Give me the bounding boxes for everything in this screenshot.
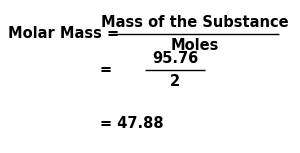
Text: 95.76: 95.76 [152,51,198,66]
Text: = 47.88: = 47.88 [100,116,164,131]
Text: Mass of the Substance: Mass of the Substance [101,15,289,30]
Text: Moles: Moles [171,38,219,53]
Text: Molar Mass =: Molar Mass = [8,26,124,41]
Text: =: = [100,62,117,78]
Text: 2: 2 [170,74,180,89]
